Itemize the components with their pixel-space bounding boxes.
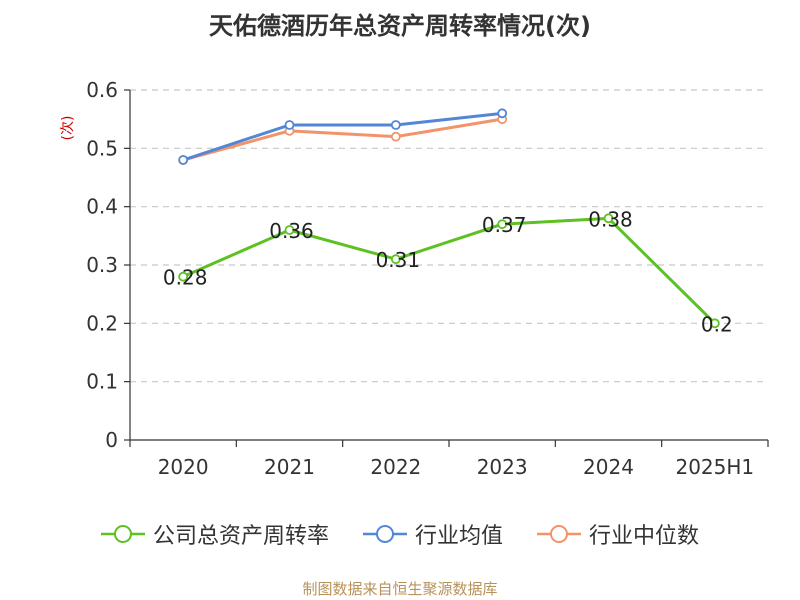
data-point[interactable] xyxy=(284,120,295,130)
series-line xyxy=(182,111,503,162)
data-point[interactable] xyxy=(497,108,508,119)
legend: 公司总资产周转率 行业均值 行业中位数 xyxy=(0,518,800,550)
series-2 xyxy=(178,114,508,165)
x-tick-label: 2022 xyxy=(370,455,421,479)
y-tick-label: 0.4 xyxy=(86,195,118,219)
axes: 0 0.1 0.2 0.3 0.4 0.5 0.6 2020 2021 2022 2023 2024 2… xyxy=(60,78,769,479)
data-label: 0.38 xyxy=(588,207,633,231)
legend-item[interactable]: 行业均值 xyxy=(362,518,503,550)
data-point[interactable] xyxy=(390,254,401,265)
x-tick-label: 2020 xyxy=(158,455,209,479)
series-line xyxy=(182,117,503,162)
y-tick-label: 0.6 xyxy=(86,78,118,102)
source-note: 制图数据来自恒生聚源数据库 xyxy=(302,580,498,598)
data-labels: 0.28 0.36 0.31 0.37 0.38 0.2 xyxy=(163,207,733,336)
y-tick-label: 0.5 xyxy=(86,136,118,160)
x-tick-label: 2023 xyxy=(477,455,528,479)
grid-lines xyxy=(130,89,768,383)
y-tick-label: 0 xyxy=(105,428,118,452)
x-tick-label: 2024 xyxy=(583,455,634,479)
data-label: 0.36 xyxy=(269,219,314,243)
series-0 xyxy=(178,213,720,329)
data-point[interactable] xyxy=(178,155,189,165)
series-line xyxy=(182,216,716,325)
data-point[interactable] xyxy=(497,219,508,230)
legend-label: 行业中位数 xyxy=(589,524,700,549)
data-label: 0.2 xyxy=(701,312,733,336)
series-lines xyxy=(178,108,720,329)
data-point[interactable] xyxy=(178,271,189,282)
legend-swatch xyxy=(537,525,581,543)
series-1 xyxy=(178,108,508,165)
data-point[interactable] xyxy=(390,131,401,142)
y-axis-label: (次) xyxy=(60,116,76,141)
legend-swatch xyxy=(362,525,407,543)
y-tick-label: 0.3 xyxy=(86,253,118,277)
legend-item[interactable]: 公司总资产周转率 xyxy=(100,518,329,550)
y-tick-label: 0.2 xyxy=(86,311,118,335)
data-point[interactable] xyxy=(284,225,295,235)
legend-label: 公司总资产周转率 xyxy=(152,524,329,549)
legend-swatch xyxy=(100,525,145,543)
chart-title: 天佑德酒历年总资产周转率情况(次) xyxy=(209,12,591,40)
data-point[interactable] xyxy=(603,213,614,224)
x-tick-label: 2021 xyxy=(264,455,315,479)
legend-label: 行业均值 xyxy=(414,524,503,549)
x-tick-label: 2025H1 xyxy=(675,455,754,479)
data-label: 0.28 xyxy=(163,266,208,290)
data-label: 0.37 xyxy=(482,213,527,237)
data-label: 0.31 xyxy=(376,248,421,272)
y-tick-label: 0.1 xyxy=(86,370,118,394)
legend-item[interactable]: 行业中位数 xyxy=(537,518,699,550)
data-point[interactable] xyxy=(709,318,720,329)
data-point[interactable] xyxy=(390,120,401,130)
